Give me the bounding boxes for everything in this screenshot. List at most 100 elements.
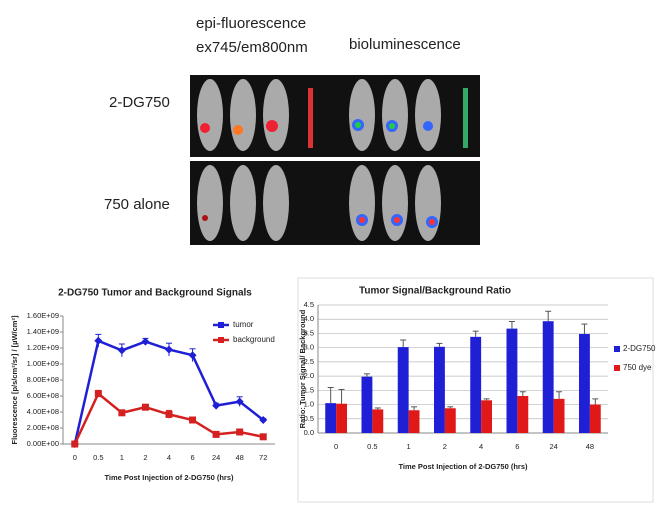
bar [481,400,492,433]
x-tick-label: 72 [259,453,267,462]
marker [117,346,126,355]
bar [361,376,373,433]
error-bar [447,406,454,409]
error-bar [519,391,526,397]
error-bar [472,330,479,337]
y-tick-label: 3.5 [304,328,314,337]
legend-swatch [614,365,620,371]
colorbar [308,88,313,148]
x-tick-label: 1 [120,453,124,462]
x-tick-label: 1 [407,442,411,451]
error-bar [483,398,490,401]
y-axis-label: Ratio: Tumor Signal/ Background [298,309,307,428]
x-tick-label: 24 [549,442,557,451]
mice [197,79,441,241]
marker [235,397,244,406]
legend-swatch [614,346,620,352]
legend-swatch [218,337,224,343]
x-axis-label: Time Post Injection of 2-DG750 (hrs) [104,473,234,482]
marker [118,409,126,417]
y-tick-label: 1.0 [304,400,314,409]
bar [553,398,565,433]
y-tick-label: 4.00E+08 [27,407,59,416]
error-bar [327,386,334,404]
marker [259,433,267,441]
signals [200,119,438,228]
y-tick-label: 0.5 [304,414,314,423]
chart-title: Tumor Signal/Background Ratio [359,286,511,297]
x-tick-label: 0 [334,442,338,451]
error-bar [363,373,370,377]
legend-label: background [233,335,275,344]
bar [444,408,456,433]
bar [470,336,482,433]
y-tick-label: 6.00E+08 [27,391,59,400]
x-axis-label: Time Post Injection of 2-DG750 (hrs) [398,462,528,471]
marker [94,336,103,345]
x-tick-label: 6 [515,442,519,451]
y-tick-label: 1.5 [304,385,314,394]
marker [189,416,197,424]
column-label: bioluminescence [349,36,461,53]
marker [212,401,221,410]
legend-label: 750 dye [623,363,652,372]
y-tick-label: 1.00E+09 [27,359,59,368]
x-tick-label: 48 [586,442,594,451]
y-tick-label: 8.00E+08 [27,375,59,384]
chart-frame [297,277,654,503]
x-tick-label: 2 [443,442,447,451]
bar [372,409,384,433]
error-bar [592,398,599,405]
error-bar [556,391,563,399]
x-tick-label: 4 [167,453,171,462]
x-tick-label: 24 [212,453,220,462]
x-tick-label: 0.5 [93,453,103,462]
chart-title: 2-DG750 Tumor and Background Signals [58,288,252,299]
x-tick-label: 0.5 [367,442,377,451]
colorbar [463,88,468,148]
marker [71,440,79,448]
marker [94,390,102,398]
legend-swatch [218,322,224,328]
error-bar [400,339,407,348]
marker [212,430,220,438]
bar [579,334,590,433]
y-tick-label: 2.00E+08 [27,423,59,432]
bar [336,403,347,433]
bar [408,410,420,433]
y-tick-label: 0.00E+00 [27,439,59,448]
error-bar [436,342,443,347]
marker [141,337,150,346]
y-tick-label: 2.0 [304,371,314,380]
x-tick-label: 48 [235,453,243,462]
y-tick-label: 1.60E+09 [27,311,59,320]
x-tick-label: 6 [190,453,194,462]
y-tick-label: 2.5 [304,357,314,366]
x-tick-label: 0 [73,453,77,462]
legend-label: tumor [233,320,254,329]
y-tick-label: 0.0 [304,428,314,437]
bar [325,403,337,433]
error-bar [508,320,515,329]
bar [506,328,518,433]
bar [542,321,554,433]
column-label: ex745/em800nm [196,39,308,56]
marker [259,416,268,424]
bar [589,404,601,433]
row-label: 2-DG750 [109,94,170,111]
y-tick-label: 1.40E+09 [27,327,59,336]
bar [517,396,529,433]
error-bar [411,406,418,411]
x-tick-label: 2 [143,453,147,462]
bar [434,346,445,433]
line [73,339,264,445]
column-label: epi-fluorescence [196,15,306,32]
marker [141,403,149,411]
marker [165,345,173,354]
error-bar [338,388,345,404]
marker [188,351,197,360]
imaging-panel [190,75,480,245]
error-bar [581,323,588,335]
marker [236,428,244,436]
